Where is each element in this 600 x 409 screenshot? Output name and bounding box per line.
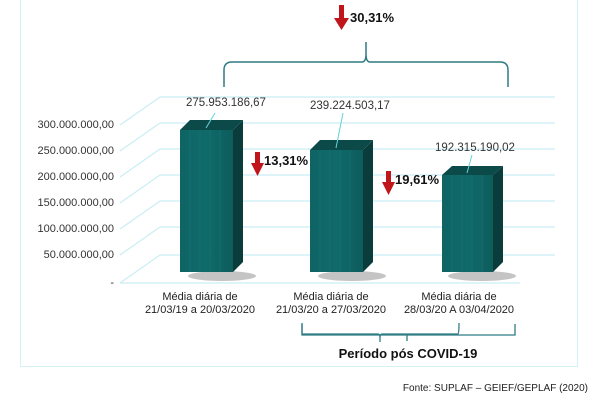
category-2-line-1: Média diária de (293, 291, 369, 303)
chart-frame (20, 0, 578, 367)
category-label-2: Média diária de 21/03/20 a 27/03/2020 (266, 291, 396, 317)
y-tick-zero: - (110, 277, 114, 289)
bar-1 (180, 112, 256, 281)
category-label-1: Média diária de 21/03/19 a 20/03/2020 (135, 291, 265, 317)
arrow-down-icon-second (382, 171, 395, 195)
y-tick-100m: 100.000.000,00 (37, 223, 114, 235)
bar-3-value-label: 192.315.190,02 (435, 142, 515, 154)
y-tick-200m: 200.000.000,00 (37, 171, 114, 183)
category-3-line-1: Média diária de (421, 291, 497, 303)
category-1-line-2: 21/03/19 a 20/03/2020 (144, 304, 256, 316)
arrow-down-icon-first (251, 152, 264, 176)
period-brace (301, 322, 460, 342)
bar-2-value-label: 239.224.503,17 (310, 100, 390, 112)
first-change-label: 13,31% (264, 153, 309, 168)
bar-3 (442, 154, 516, 281)
arrow-down-icon-total (334, 5, 349, 30)
bar-1-value-label: 275.953.186,67 (186, 97, 266, 109)
category-2-line-2: 21/03/20 a 27/03/2020 (275, 304, 387, 316)
second-change-label: 19,61% (395, 172, 440, 187)
period-label: Período pós COVID-19 (338, 346, 478, 361)
category-1-line-1: Média diária de (162, 291, 238, 303)
total-change-label: 30,31% (350, 10, 395, 25)
y-tick-250m: 250.000.000,00 (37, 145, 114, 157)
category-label-3: Média diária de 28/03/20 A 03/04/2020 (394, 291, 524, 317)
y-tick-50m: 50.000.000,00 (43, 249, 114, 261)
bar-2 (310, 112, 386, 281)
source-caption: Fonte: SUPLAF – GEIEF/GEPLAF (2020) (402, 383, 588, 394)
category-3-line-2: 28/03/20 A 03/04/2020 (403, 304, 515, 316)
y-tick-300m: 300.000.000,00 (37, 119, 114, 131)
y-tick-150m: 150.000.000,00 (37, 197, 114, 209)
total-change-brace (223, 42, 509, 87)
